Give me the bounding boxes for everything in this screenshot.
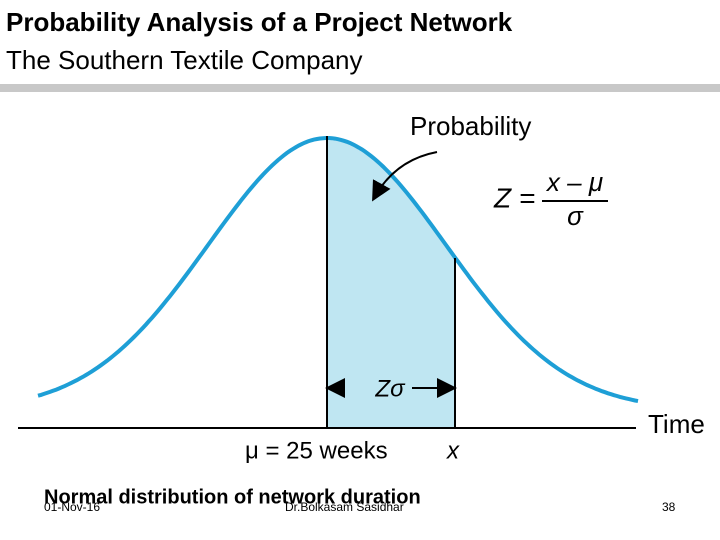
caption: Normal distribution of network duration — [44, 486, 421, 508]
title: Probability Analysis of a Project Networ… — [6, 7, 513, 37]
formula-lhs: Z = — [493, 182, 535, 213]
probability-arrow — [372, 151, 438, 202]
formula-denominator: σ — [567, 201, 584, 231]
formula-numerator: x – μ — [545, 167, 603, 197]
mean-label: μ = 25 weeks — [245, 437, 388, 464]
footer-date: 01-Nov-16 — [44, 500, 100, 514]
x-label: x — [446, 437, 460, 464]
footer-author: Dr.Bolkasam Sasidhar — [285, 500, 404, 514]
title-rule — [0, 84, 720, 92]
axis-label: Time — [648, 409, 705, 439]
probability-label: Probability — [410, 111, 531, 141]
normal-curve — [37, 136, 639, 404]
page-number: 38 — [662, 500, 676, 514]
subtitle: The Southern Textile Company — [6, 45, 363, 75]
span-label: Zσ — [374, 375, 406, 402]
probability-area — [327, 138, 455, 428]
